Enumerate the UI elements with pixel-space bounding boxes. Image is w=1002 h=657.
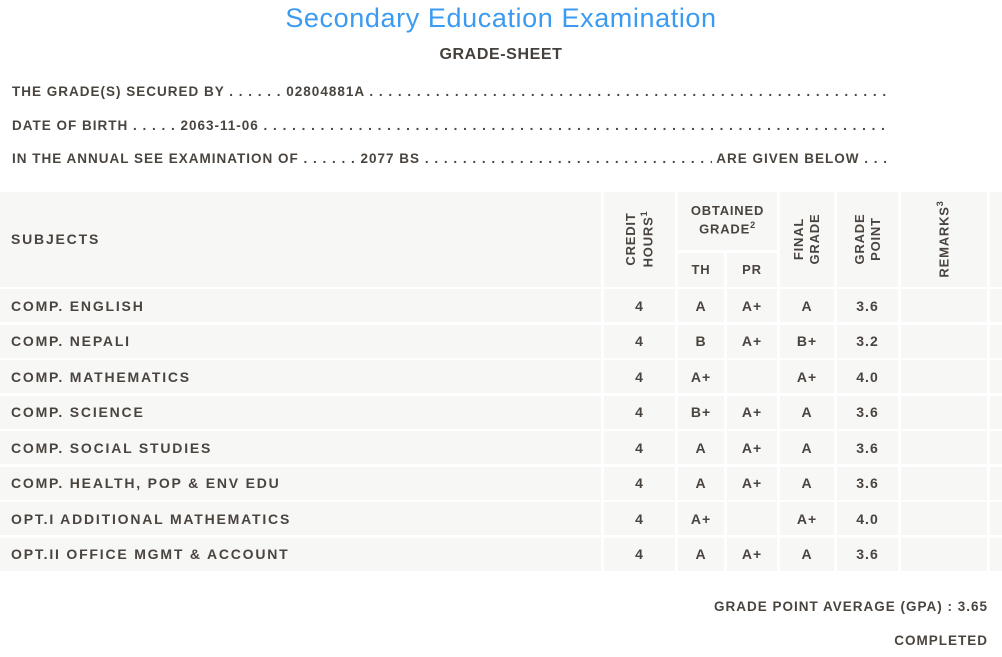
grade-point-cell: 3.6 <box>837 431 898 464</box>
column-header-subjects: SUBJECTS <box>0 192 601 287</box>
table-edge-cell <box>990 466 1002 500</box>
grade-sheet-heading: GRADE-SHEET <box>439 46 563 63</box>
subject-cell: COMP. HEALTH, POP & ENV EDU <box>0 466 601 500</box>
grade-table: SUBJECTS CREDIT HOURS1 OBTAINED GRADE2 T… <box>0 192 1002 571</box>
remarks-cell <box>901 395 987 429</box>
remarks-cell <box>901 502 987 535</box>
subject-cell: COMP. ENGLISH <box>0 289 601 322</box>
grade-point-cell: 3.6 <box>837 289 898 322</box>
column-header-pr: PR <box>727 252 777 287</box>
th-grade-cell: A+ <box>678 360 724 393</box>
table-edge-cell <box>990 502 1002 535</box>
final-grade-cell: A <box>780 466 834 500</box>
pr-grade-cell: A+ <box>727 431 777 464</box>
subject-cell: OPT.I ADDITIONAL MATHEMATICS <box>0 502 601 535</box>
gpa-value: 3.65 <box>957 599 988 614</box>
gpa-line: GRADE POINT AVERAGE (GPA) : 3.65 <box>714 599 988 614</box>
th-grade-cell: A <box>678 466 724 500</box>
examination-line-dots: . . . . . . . . . . . . . . . . . . . . … <box>424 151 712 166</box>
subject-cell: COMP. NEPALI <box>0 324 601 358</box>
pr-grade-cell: A+ <box>727 289 777 322</box>
status-completed: COMPLETED <box>894 633 988 648</box>
column-header-grade-point: GRADE POINT <box>837 192 898 287</box>
credit-cell: 4 <box>604 502 675 535</box>
credit-cell: 4 <box>604 466 675 500</box>
th-grade-cell: B+ <box>678 395 724 429</box>
table-edge-cell <box>990 360 1002 393</box>
date-of-birth-line: DATE OF BIRTH . . . . . 2063-11-06 . . .… <box>12 118 888 133</box>
th-grade-cell: A+ <box>678 502 724 535</box>
grade-point-cell: 4.0 <box>837 502 898 535</box>
table-edge-cell <box>990 537 1002 571</box>
gpa-label: GRADE POINT AVERAGE (GPA) : <box>713 599 958 614</box>
credit-cell: 4 <box>604 289 675 322</box>
subject-cell: OPT.II OFFICE MGMT & ACCOUNT <box>0 537 601 571</box>
remarks-cell <box>901 324 987 358</box>
final-grade-cell: B+ <box>780 324 834 358</box>
grade-point-cell: 3.6 <box>837 537 898 571</box>
column-header-credit-hours: CREDIT HOURS1 <box>604 192 675 287</box>
table-edge-cell <box>990 431 1002 464</box>
examination-line-suffix: ARE GIVEN BELOW . . . <box>711 151 888 166</box>
page-title: Secondary Education Examination <box>285 3 717 33</box>
credit-cell: 4 <box>604 360 675 393</box>
column-header-remarks: REMARKS3 <box>901 192 987 287</box>
credit-cell: 4 <box>604 431 675 464</box>
remarks-cell <box>901 289 987 322</box>
th-grade-cell: A <box>678 289 724 322</box>
grades-secured-by-line: THE GRADE(S) SECURED BY . . . . . . 0280… <box>12 84 888 99</box>
subject-cell: COMP. SOCIAL STUDIES <box>0 431 601 464</box>
column-header-final-grade: FINAL GRADE <box>780 192 834 287</box>
th-grade-cell: A <box>678 431 724 464</box>
grade-point-cell: 4.0 <box>837 360 898 393</box>
credit-cell: 4 <box>604 395 675 429</box>
remarks-cell <box>901 360 987 393</box>
table-edge-cell <box>990 289 1002 322</box>
th-grade-cell: B <box>678 324 724 358</box>
remarks-cell <box>901 466 987 500</box>
credit-cell: 4 <box>604 324 675 358</box>
pr-grade-cell <box>727 502 777 535</box>
pr-grade-cell: A+ <box>727 395 777 429</box>
credit-cell: 4 <box>604 537 675 571</box>
subject-cell: COMP. SCIENCE <box>0 395 601 429</box>
th-grade-cell: A <box>678 537 724 571</box>
final-grade-cell: A+ <box>780 360 834 393</box>
examination-line: IN THE ANNUAL SEE EXAMINATION OF . . . .… <box>12 151 888 167</box>
final-grade-cell: A <box>780 395 834 429</box>
final-grade-cell: A <box>780 537 834 571</box>
table-edge-cell <box>990 192 1002 287</box>
final-grade-cell: A <box>780 431 834 464</box>
column-header-obtained-grade: OBTAINED GRADE2 <box>678 192 777 250</box>
pr-grade-cell: A+ <box>727 537 777 571</box>
pr-grade-cell: A+ <box>727 324 777 358</box>
pr-grade-cell <box>727 360 777 393</box>
examination-line-prefix: IN THE ANNUAL SEE EXAMINATION OF . . . .… <box>12 151 425 166</box>
remarks-cell <box>901 431 987 464</box>
pr-grade-cell: A+ <box>727 466 777 500</box>
table-edge-cell <box>990 324 1002 358</box>
grade-point-cell: 3.6 <box>837 466 898 500</box>
remarks-cell <box>901 537 987 571</box>
table-edge-cell <box>990 395 1002 429</box>
column-header-th: TH <box>678 252 724 287</box>
grade-point-cell: 3.2 <box>837 324 898 358</box>
subject-cell: COMP. MATHEMATICS <box>0 360 601 393</box>
grade-point-cell: 3.6 <box>837 395 898 429</box>
final-grade-cell: A+ <box>780 502 834 535</box>
final-grade-cell: A <box>780 289 834 322</box>
